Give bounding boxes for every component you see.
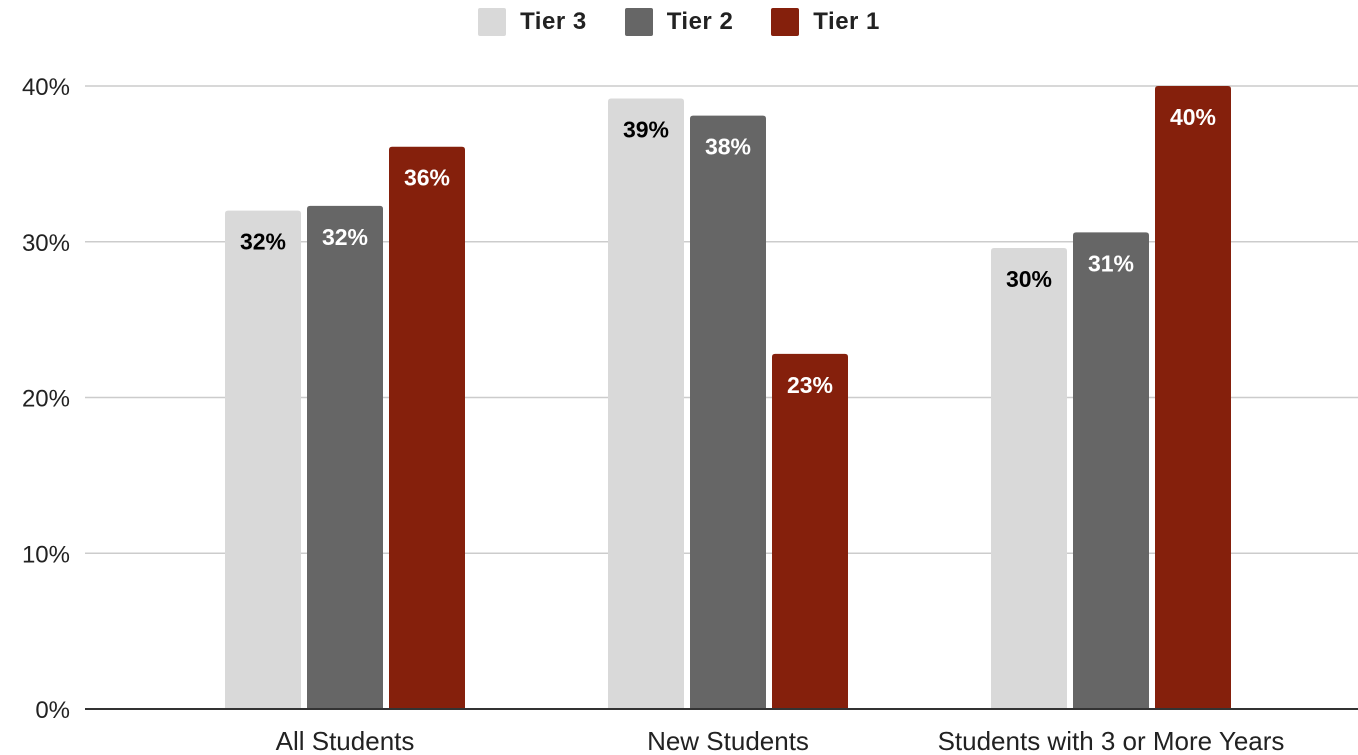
- bar-tier-1-2: [1155, 86, 1231, 709]
- bar-tier-3-1: [608, 98, 684, 709]
- bar-tier-3-0: [225, 210, 301, 709]
- legend-swatch-tier-2: [624, 8, 653, 36]
- data-label-tier-2-1: 38%: [705, 134, 751, 160]
- x-tick-label-2: Students with 3 or More Years: [938, 726, 1285, 755]
- data-label-tier-3-0: 32%: [240, 229, 286, 255]
- chart-legend: Tier 3 Tier 2 Tier 1: [0, 4, 1358, 40]
- bar-tier-1-1: [772, 353, 848, 709]
- data-label-tier-1-0: 36%: [404, 165, 450, 191]
- data-label-tier-1-2: 40%: [1170, 104, 1216, 130]
- y-tick-label-40: 40%: [22, 74, 70, 101]
- legend-label-tier-3: Tier 3: [520, 8, 587, 35]
- legend-item-tier-3: Tier 3: [478, 8, 587, 36]
- bar-tier-2-1: [690, 115, 766, 709]
- data-label-tier-1-1: 23%: [787, 372, 833, 398]
- bar-tier-2-0: [307, 205, 383, 710]
- data-label-tier-3-2: 30%: [1006, 266, 1052, 292]
- legend-item-tier-1: Tier 1: [771, 8, 880, 36]
- y-tick-label-10: 10%: [22, 541, 70, 568]
- y-tick-label-30: 30%: [22, 230, 70, 257]
- data-label-tier-2-0: 32%: [322, 224, 368, 250]
- bar-tier-3-2: [991, 247, 1067, 710]
- legend-label-tier-2: Tier 2: [666, 8, 734, 35]
- y-tick-label-0: 0%: [35, 697, 70, 724]
- data-label-tier-3-1: 39%: [623, 116, 669, 142]
- bar-tier-2-2: [1073, 232, 1149, 709]
- data-label-tier-2-2: 31%: [1088, 250, 1134, 276]
- y-tick-label-20: 20%: [22, 386, 70, 413]
- bar-tier-1-0: [389, 146, 465, 709]
- legend-item-tier-2: Tier 2: [624, 8, 734, 36]
- legend-label-tier-1: Tier 1: [813, 8, 880, 35]
- x-tick-label-1: New Students: [647, 726, 809, 755]
- legend-swatch-tier-3: [478, 8, 507, 36]
- x-tick-label-0: All Students: [276, 726, 415, 755]
- legend-swatch-tier-1: [771, 8, 800, 36]
